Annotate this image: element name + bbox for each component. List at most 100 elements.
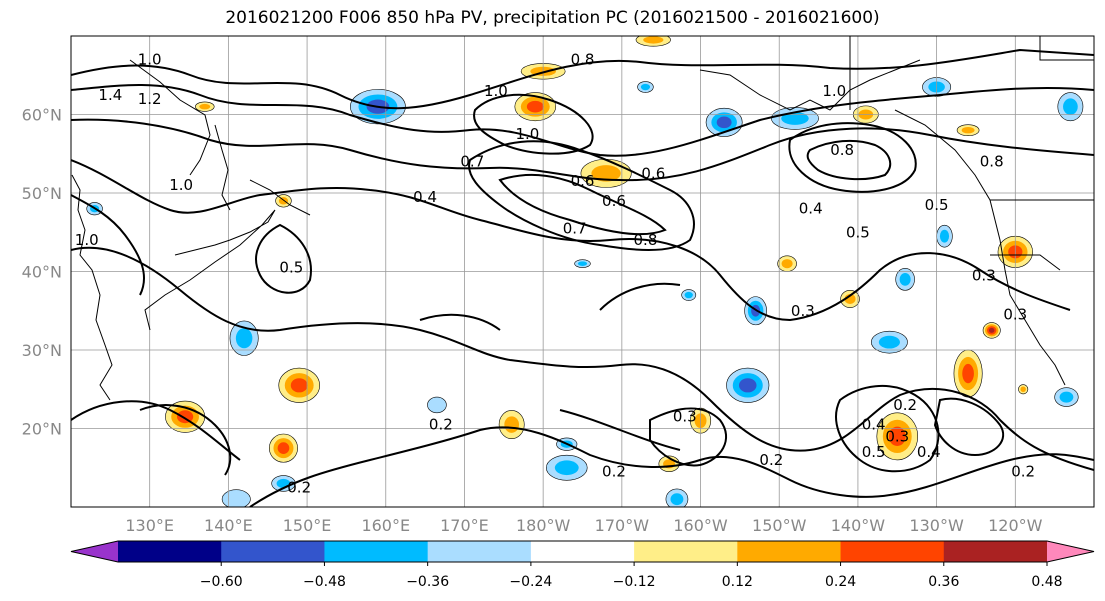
precip-cell — [681, 289, 697, 301]
precip-contour-fill — [878, 335, 900, 349]
colorbar-segment — [221, 541, 325, 562]
precip-cell — [1057, 92, 1084, 122]
colorbar-segment — [118, 541, 222, 562]
precip-cell — [771, 107, 819, 130]
contour-label: 1.0 — [138, 51, 162, 69]
precip-cell — [956, 124, 980, 136]
pv-contours — [71, 48, 1094, 507]
precip-contour-fill — [640, 83, 651, 91]
precip-contour-fill — [504, 416, 520, 433]
lon-tick-label: 160°W — [673, 516, 728, 535]
lon-tick-label: 150°W — [752, 516, 807, 535]
precip-cell — [635, 36, 671, 47]
contour-label: 0.3 — [673, 408, 697, 426]
precip-cell — [427, 396, 447, 414]
precip-cell — [1018, 384, 1029, 395]
colorbar-tick-label: 0.36 — [928, 574, 959, 590]
colorbar-tick-label: 0.12 — [722, 574, 753, 590]
precip-cell — [271, 475, 296, 492]
precip-contour-fill — [962, 363, 974, 384]
lon-tick-label: 150°E — [283, 516, 332, 535]
lon-tick-label: 160°E — [361, 516, 410, 535]
precipitation-shading — [86, 36, 1084, 507]
contour-label: 0.6 — [571, 172, 595, 190]
contour-label: 0.8 — [571, 51, 595, 69]
precip-contour-fill — [1063, 98, 1078, 115]
colorbar-extend-low — [71, 541, 118, 562]
colorbar-tick-label: −0.60 — [200, 574, 243, 590]
precip-cell — [777, 255, 797, 272]
colorbar-segment — [737, 541, 842, 562]
coastlines — [71, 36, 1094, 401]
colorbar-tick-label: −0.24 — [509, 574, 552, 590]
lon-tick-label: 120°W — [988, 516, 1043, 535]
contour-label: 0.3 — [1003, 306, 1027, 324]
contour-label: 0.2 — [1011, 463, 1035, 481]
contour-label: 0.4 — [413, 188, 437, 206]
contour-label: 0.5 — [862, 443, 886, 461]
colorbar-segment — [943, 541, 1048, 562]
contour-label: 0.2 — [287, 478, 311, 496]
kuril-islands — [249, 179, 311, 216]
latitude-tick-labels: 20°N 30°N 40°N 50°N 60°N — [22, 106, 62, 439]
precip-contour-fill — [526, 100, 544, 113]
contour-label: 1.0 — [515, 125, 539, 143]
contour-label: 0.3 — [885, 427, 909, 445]
contour-label: 0.8 — [830, 141, 854, 159]
precip-contour-fill — [988, 327, 995, 333]
precip-contour-fill — [554, 460, 579, 476]
asia-coastline — [71, 174, 113, 401]
colorbar-tick-label: −0.48 — [303, 574, 346, 590]
contour-label: 0.6 — [602, 192, 626, 210]
precip-cell — [895, 268, 915, 291]
precip-contour-fill — [781, 112, 809, 125]
precip-contour-fill — [1020, 386, 1026, 392]
contour-label: 1.0 — [169, 176, 193, 194]
contour-label: 0.4 — [799, 200, 823, 218]
contour-label: 1.2 — [138, 90, 162, 108]
precip-contour-fill — [781, 259, 793, 269]
precip-contour-fill — [643, 36, 664, 44]
lon-tick-label: 140°W — [831, 516, 886, 535]
contour-label: 0.3 — [972, 266, 996, 284]
precip-contour-fill — [591, 165, 621, 182]
colorbar-segment — [427, 541, 532, 562]
precip-contour-fill — [221, 489, 251, 507]
colorbar-extend-high — [1047, 541, 1094, 562]
precip-cell — [498, 410, 525, 440]
precip-contour-fill — [670, 493, 684, 506]
japan-coastline — [144, 209, 276, 331]
precip-cell — [278, 367, 320, 403]
contour-label: 0.5 — [846, 223, 870, 241]
lat-tick-label: 30°N — [22, 341, 62, 360]
lat-tick-label: 40°N — [22, 263, 62, 282]
precip-cell — [574, 259, 591, 268]
precip-cell — [546, 454, 588, 481]
colorbar-tick-label: 0.24 — [825, 574, 856, 590]
lon-tick-label: 180°W — [516, 516, 571, 535]
precip-cell — [195, 101, 215, 112]
precip-contour-fill — [716, 116, 732, 129]
contour-label: 0.2 — [602, 463, 626, 481]
political-boundaries — [849, 36, 1094, 110]
alaska-coastline — [699, 59, 921, 111]
precip-contour-fill — [939, 229, 950, 243]
us-canada-border — [990, 199, 1094, 271]
contour-label: 0.2 — [759, 451, 783, 469]
lon-tick-label: 170°E — [440, 516, 489, 535]
figure-title: 2016021200 F006 850 hPa PV, precipitatio… — [225, 8, 880, 28]
precip-contour-fill — [888, 426, 906, 447]
contour-label: 1.0 — [75, 231, 99, 249]
lon-tick-label: 170°W — [595, 516, 650, 535]
precip-contour-fill — [199, 103, 211, 110]
precip-contour-fill — [1059, 391, 1074, 403]
colorbar-tick-label: −0.36 — [406, 574, 449, 590]
precip-contour-fill — [739, 378, 757, 393]
contour-label: 0.8 — [980, 153, 1004, 171]
colorbar: −0.60 −0.48 −0.36 −0.24 −0.12 0.12 0.24 0.36 0.4… — [70, 540, 1095, 590]
kamchatka-okhotsk-coast — [129, 59, 211, 176]
colorbar-segment — [530, 541, 635, 562]
pv-contour-labels: 1.0 1.4 1.2 0.8 1.0 1.0 0.7 0.6 0.6 0.6 0.7 0.8 0.4 1… — [75, 51, 1035, 497]
colorbar-outline — [70, 540, 1095, 563]
